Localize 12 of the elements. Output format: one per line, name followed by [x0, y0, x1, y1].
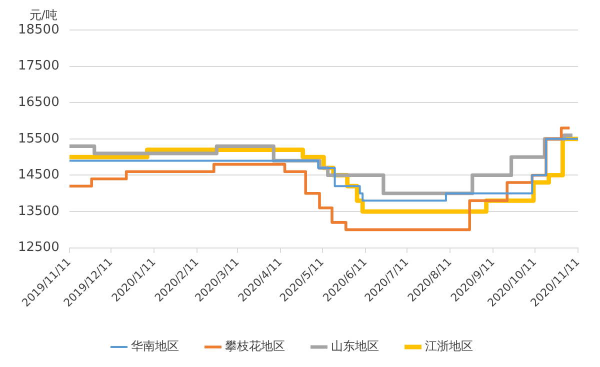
legend-label: 华南地区	[131, 339, 179, 354]
y-tick-label: 12500	[18, 240, 60, 256]
y-tick-label: 16500	[18, 94, 60, 110]
y-axis-title: 元/吨	[29, 8, 58, 22]
y-tick-label: 13500	[18, 204, 60, 219]
legend-label: 山东地区	[331, 339, 379, 354]
legend-label: 攀枝花地区	[225, 339, 285, 354]
y-tick-label: 18500	[18, 22, 60, 38]
y-tick-label: 15500	[18, 131, 60, 146]
legend-label: 江浙地区	[425, 339, 473, 354]
y-tick-label: 14500	[18, 168, 60, 183]
y-tick-label: 17500	[18, 58, 60, 74]
